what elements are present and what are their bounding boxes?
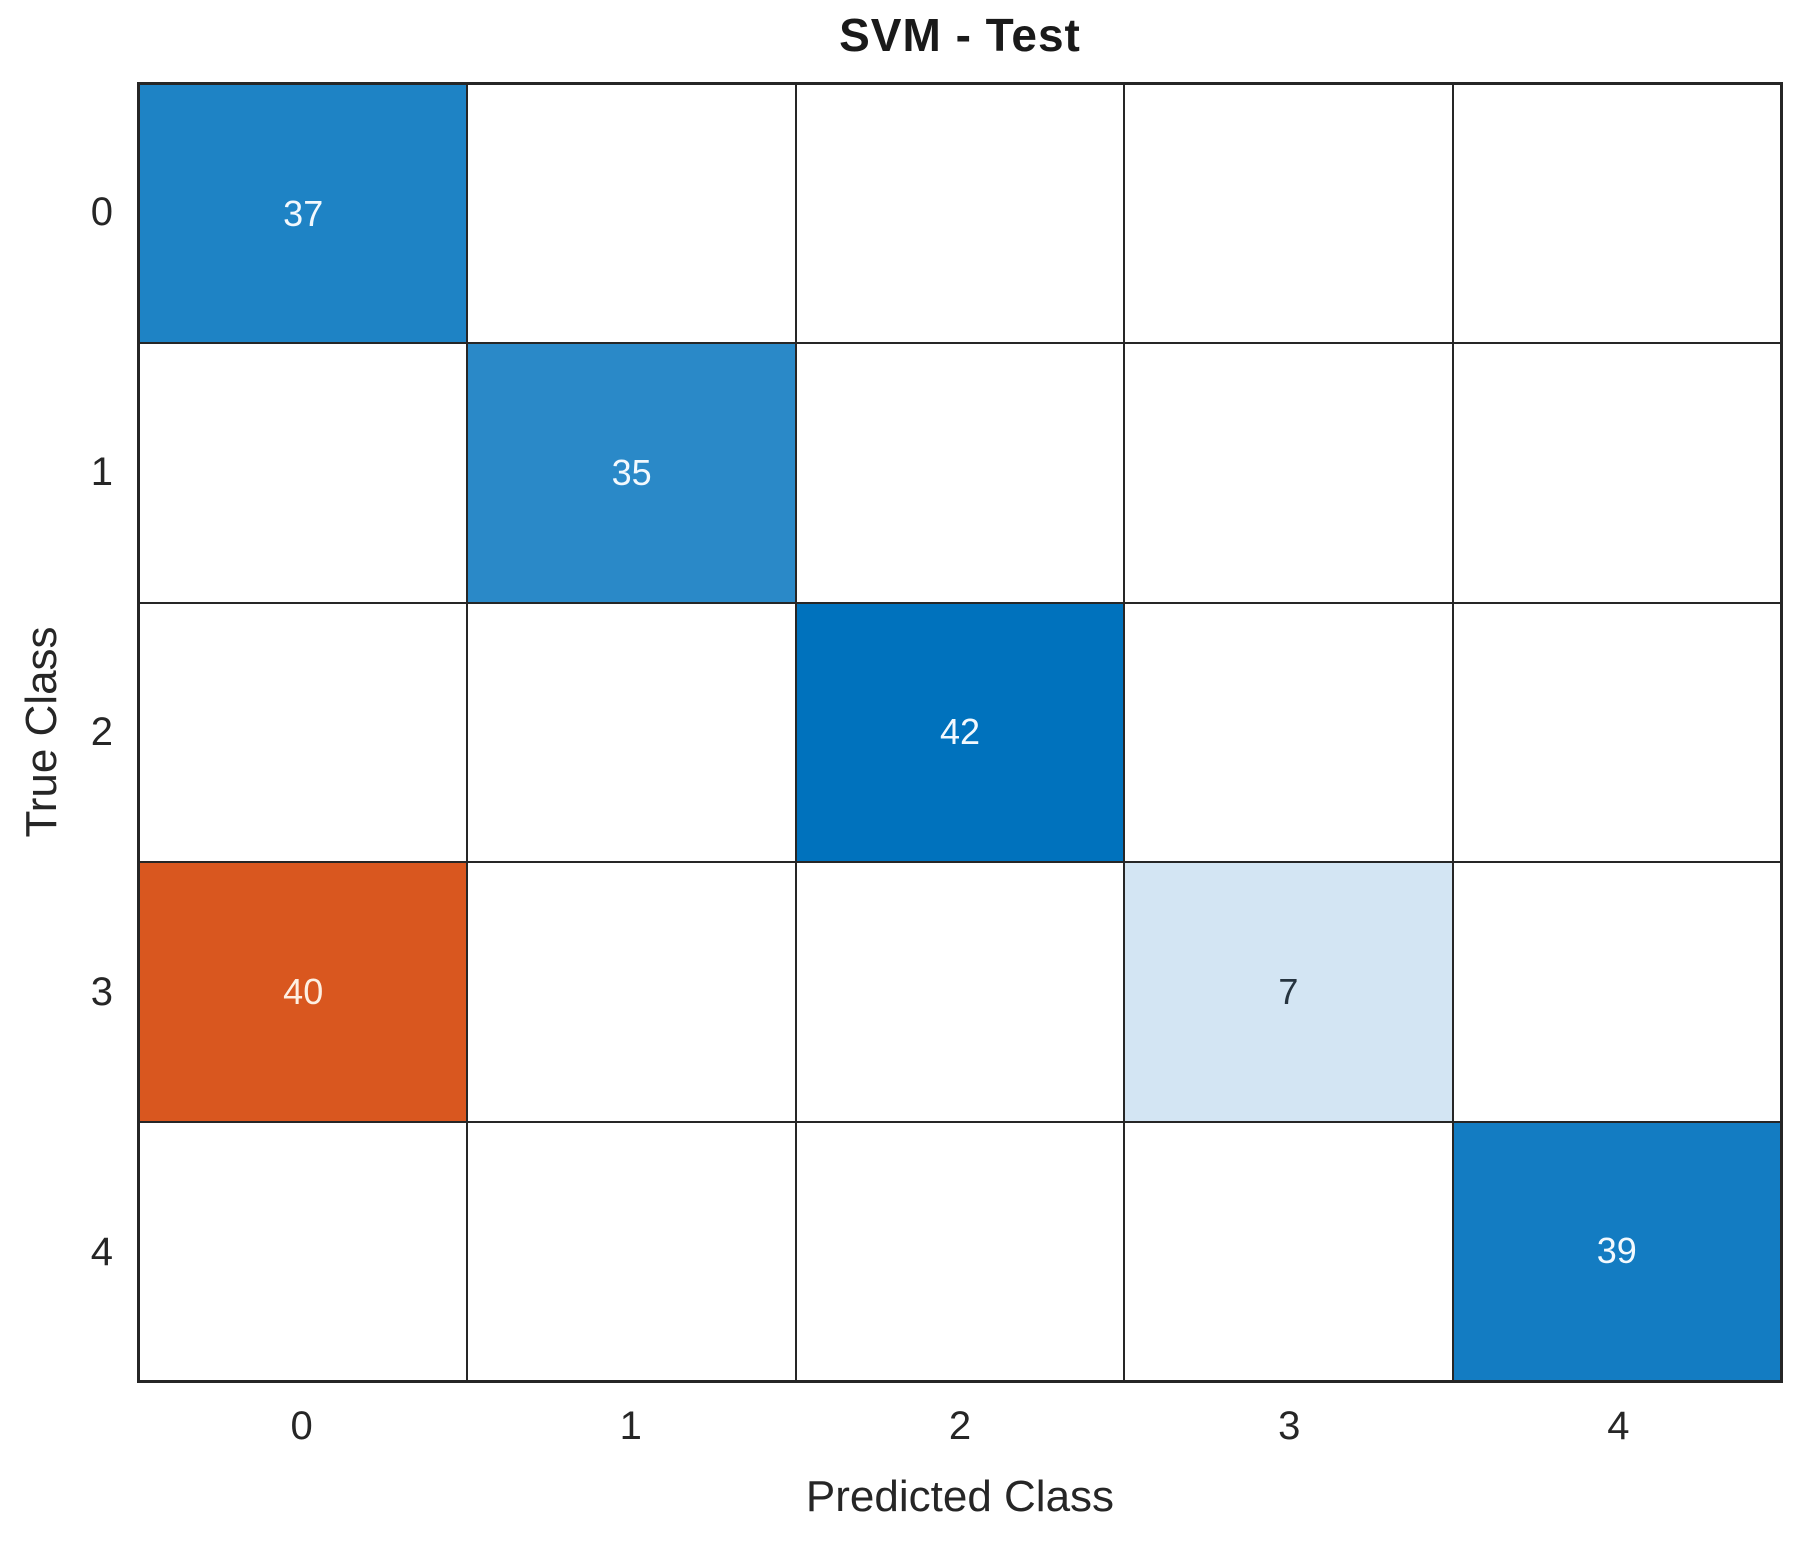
matrix-cell xyxy=(468,863,795,1121)
matrix-cell xyxy=(1125,1122,1452,1380)
matrix-cell xyxy=(1125,603,1452,862)
y-tick-label: 0 xyxy=(90,189,113,234)
matrix-cell xyxy=(796,863,1124,1121)
x-axis-title: Predicted Class xyxy=(805,1472,1115,1521)
matrix-cell xyxy=(1453,863,1780,1121)
matrix-cell xyxy=(796,85,1124,343)
matrix-cell xyxy=(1125,344,1452,602)
y-axis-title: True Class xyxy=(17,626,66,838)
matrix-cell xyxy=(140,603,467,862)
matrix-cell xyxy=(140,344,467,602)
matrix-cell xyxy=(468,1122,795,1380)
y-tick-label: 2 xyxy=(90,710,113,754)
chart-title: SVM - Test xyxy=(839,9,1081,61)
y-tick-label: 4 xyxy=(90,1230,113,1275)
matrix-cell: 7 xyxy=(1125,863,1452,1121)
x-tick-label: 2 xyxy=(948,1403,972,1448)
matrix-cell xyxy=(1125,85,1452,343)
x-tick-label: 3 xyxy=(1278,1403,1301,1448)
x-tick-label: 1 xyxy=(619,1403,642,1448)
matrix-cell xyxy=(1453,85,1780,343)
matrix-cell xyxy=(468,85,795,343)
matrix-cell: 42 xyxy=(796,603,1124,862)
x-tick-label: 0 xyxy=(290,1403,313,1448)
matrix-cell xyxy=(796,1122,1124,1380)
matrix-cell: 39 xyxy=(1453,1122,1780,1380)
matrix-cell: 37 xyxy=(140,85,467,343)
y-axis-tick-labels: 0 1 2 3 4 xyxy=(20,82,113,1383)
matrix-cell xyxy=(468,603,795,862)
x-axis-tick-labels: 0 1 2 3 4 xyxy=(137,1398,1783,1454)
matrix-cell xyxy=(1453,344,1780,602)
y-tick-label: 3 xyxy=(90,970,113,1015)
matrix-cell: 35 xyxy=(468,344,795,602)
y-tick-label: 1 xyxy=(90,449,113,494)
matrix-cell xyxy=(1453,603,1780,862)
matrix-cell xyxy=(796,344,1124,602)
confusion-matrix-grid: 37 35 42 40 7 39 xyxy=(137,82,1783,1383)
x-tick-label: 4 xyxy=(1607,1403,1630,1448)
matrix-cell xyxy=(140,1122,467,1380)
matrix-cell: 40 xyxy=(140,863,467,1121)
